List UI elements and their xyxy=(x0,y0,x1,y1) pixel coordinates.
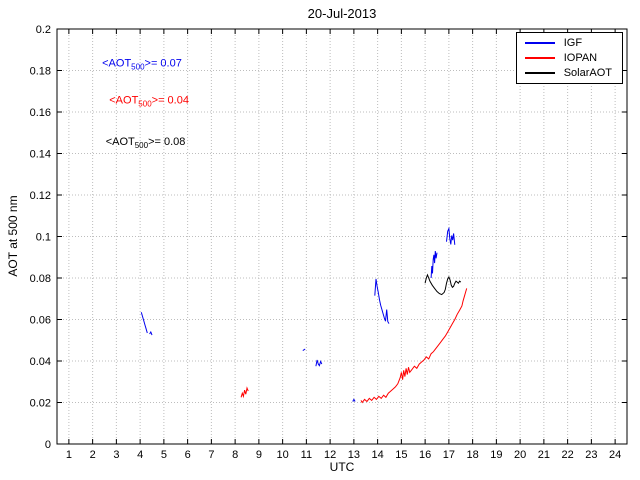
x-tick-label: 24 xyxy=(609,449,621,461)
x-tick-label: 6 xyxy=(185,449,191,461)
y-tick-label: 0.14 xyxy=(30,149,51,161)
legend: IGF IOPAN SolarAOT xyxy=(515,32,623,84)
x-tick-label: 19 xyxy=(490,449,502,461)
chart-title: 20-Jul-2013 xyxy=(307,6,377,21)
legend-label: SolarAOT xyxy=(563,67,612,79)
y-tick-label: 0.08 xyxy=(30,273,51,285)
legend-label: IGF xyxy=(563,37,583,49)
x-tick-label: 23 xyxy=(585,449,597,461)
series-IGF-line xyxy=(430,250,438,279)
x-tick-label: 3 xyxy=(113,449,119,461)
y-tick-label: 0.16 xyxy=(30,107,51,119)
mean-annotation: <AOT500>= 0.08 xyxy=(106,136,186,150)
x-tick-label: 16 xyxy=(419,449,431,461)
x-tick-label: 9 xyxy=(256,449,262,461)
x-tick-label: 15 xyxy=(395,449,407,461)
series-IGF-line xyxy=(315,359,323,367)
x-tick-label: 1 xyxy=(66,449,72,461)
x-tick-label: 13 xyxy=(348,449,360,461)
x-tick-label: 7 xyxy=(208,449,214,461)
x-tick-label: 2 xyxy=(90,449,96,461)
x-tick-label: 12 xyxy=(324,449,336,461)
series-IGF-line xyxy=(149,330,153,336)
x-tick-label: 22 xyxy=(562,449,574,461)
y-tick-label: 0.2 xyxy=(36,24,51,36)
y-tick-label: 0.1 xyxy=(36,232,51,244)
legend-label: IOPAN xyxy=(563,52,598,64)
series-IGF-line xyxy=(140,312,148,334)
legend-line-sample xyxy=(524,57,555,59)
legend-item-SolarAOT: SolarAOT xyxy=(524,67,612,79)
x-tick-label: 20 xyxy=(514,449,526,461)
legend-item-IGF: IGF xyxy=(524,37,612,49)
series-IOPAN-line xyxy=(240,386,249,399)
series-IGF-line xyxy=(352,398,356,402)
x-tick-label: 4 xyxy=(137,449,143,461)
series-IGF-line xyxy=(446,226,456,245)
mean-annotation: <AOT500>= 0.07 xyxy=(102,57,182,71)
y-tick-label: 0.06 xyxy=(30,315,51,327)
y-tick-label: 0.04 xyxy=(30,356,51,368)
series-IGF-line xyxy=(374,278,390,324)
y-tick-label: 0 xyxy=(45,439,51,451)
x-axis-label: UTC xyxy=(329,460,355,474)
legend-line-sample xyxy=(524,72,555,74)
x-tick-label: 8 xyxy=(232,449,238,461)
series-SolarAOT-line xyxy=(424,273,462,296)
x-tick-label: 5 xyxy=(161,449,167,461)
y-tick-label: 0.02 xyxy=(30,398,51,410)
x-tick-label: 10 xyxy=(277,449,289,461)
legend-line-sample xyxy=(524,42,555,44)
x-tick-label: 18 xyxy=(467,449,479,461)
y-tick-label: 0.12 xyxy=(30,190,51,202)
y-tick-label: 0.18 xyxy=(30,66,51,78)
series-IGF-line xyxy=(302,348,306,352)
x-tick-label: 17 xyxy=(443,449,455,461)
mean-annotation: <AOT500>= 0.04 xyxy=(109,95,189,109)
y-axis-label: AOT at 500 nm xyxy=(6,195,20,277)
x-tick-label: 11 xyxy=(301,449,312,461)
x-tick-label: 21 xyxy=(538,449,550,461)
x-tick-label: 14 xyxy=(372,449,384,461)
series-IOPAN-line xyxy=(360,288,468,404)
legend-item-IOPAN: IOPAN xyxy=(524,52,612,64)
